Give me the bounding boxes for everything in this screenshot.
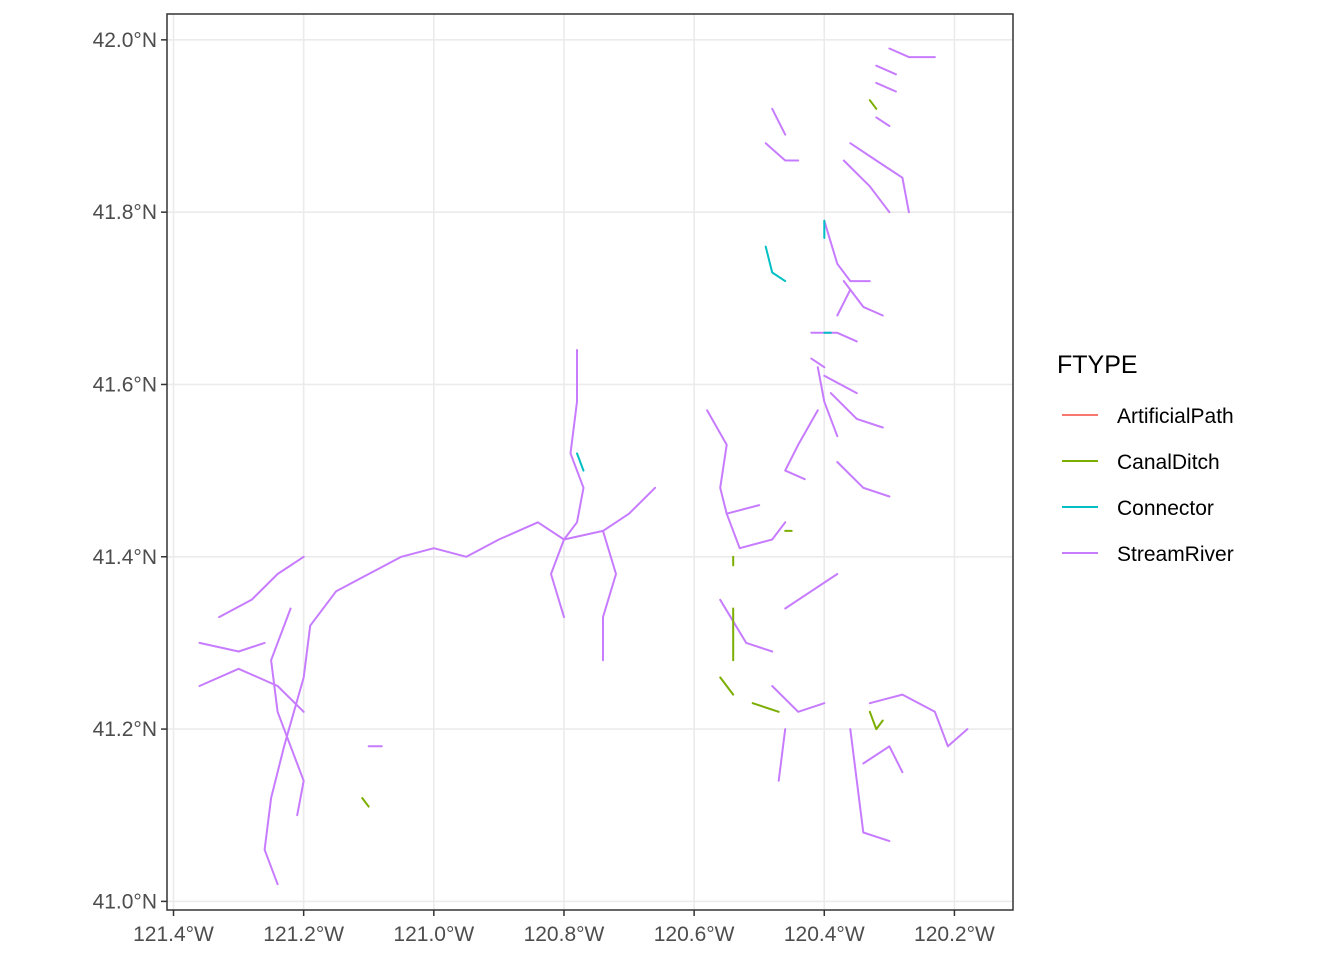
x-tick-label: 121.2°W	[263, 923, 344, 946]
panel-border	[166, 13, 1014, 911]
legend-label-artificialpath: ArtificialPath	[1117, 405, 1234, 428]
y-tick-label: 41.6°N	[93, 373, 157, 396]
flowline-streamriver	[719, 598, 774, 653]
flowline-streamriver	[868, 693, 969, 748]
y-tick-label: 42.0°N	[93, 29, 157, 52]
flowline-streamriver	[888, 47, 936, 59]
flowlines-layer	[198, 47, 969, 886]
graticule	[167, 14, 1013, 910]
flowline-connector	[576, 452, 585, 472]
flowline-streamriver	[875, 116, 891, 127]
flowline-streamriver	[849, 728, 891, 843]
flowline-streamriver	[823, 219, 871, 283]
flowline-streamriver	[836, 288, 852, 317]
flowline-streamriver	[771, 685, 826, 713]
flowline-streamriver	[875, 64, 897, 76]
y-axis: 42.0°N 41.8°N 41.6°N 41.4°N 41.2°N 41.0°N	[93, 29, 167, 913]
flowline-streamriver	[263, 486, 657, 886]
legend-label-canalditch: CanalDitch	[1117, 451, 1220, 474]
flowline-canalditch	[719, 676, 735, 696]
legend-title: FTYPE	[1057, 351, 1138, 379]
flowline-canalditch	[361, 797, 370, 808]
x-axis: 121.4°W 121.2°W 121.0°W 120.8°W 120.6°W 120.4…	[133, 910, 995, 946]
flowline-streamriver	[218, 555, 305, 619]
flowline-streamriver	[706, 409, 761, 515]
flowline-streamriver	[842, 159, 891, 214]
flowline-streamriver	[875, 81, 897, 93]
y-tick-label: 41.8°N	[93, 201, 157, 224]
x-tick-label: 120.8°W	[524, 923, 605, 946]
flowline-streamriver	[550, 538, 565, 619]
flowline-streamriver	[270, 607, 305, 817]
flowline-streamriver	[764, 142, 800, 162]
flowline-connector	[764, 245, 787, 283]
flowline-canalditch	[868, 710, 884, 731]
flowline-streamriver	[842, 280, 884, 317]
x-tick-label: 121.0°W	[393, 923, 474, 946]
flowline-streamriver	[784, 573, 839, 610]
flowline-streamriver	[829, 392, 884, 429]
flowline-streamriver	[816, 366, 839, 438]
flowline-canalditch	[751, 702, 780, 713]
flowline-streamriver	[823, 374, 858, 395]
legend-label-streamriver: StreamRiver	[1117, 543, 1234, 566]
flowline-canalditch	[868, 99, 878, 110]
flowline-streamriver	[810, 357, 826, 369]
flowline-streamriver	[849, 142, 910, 214]
flowline-streamriver	[784, 409, 819, 481]
x-tick-label: 120.6°W	[654, 923, 735, 946]
flowline-streamriver	[725, 512, 787, 550]
y-tick-label: 41.0°N	[93, 890, 157, 913]
legend-label-connector: Connector	[1117, 497, 1214, 520]
flowline-streamriver	[602, 529, 617, 662]
flowline-streamriver	[563, 349, 585, 541]
flowline-streamriver	[198, 667, 305, 713]
flowline-streamriver	[198, 641, 266, 653]
flowline-streamriver	[862, 745, 904, 774]
y-tick-label: 41.4°N	[93, 546, 157, 569]
x-tick-label: 120.2°W	[914, 923, 995, 946]
flowline-streamriver	[777, 728, 787, 782]
flowline-streamriver	[836, 461, 891, 498]
y-tick-label: 41.2°N	[93, 718, 157, 741]
x-tick-label: 121.4°W	[133, 923, 214, 946]
flowline-streamriver	[771, 107, 787, 136]
flowline-streamriver	[810, 331, 858, 343]
x-tick-label: 120.4°W	[784, 923, 865, 946]
legend: FTYPE ArtificialPath CanalDitch Connector S…	[1057, 351, 1234, 566]
